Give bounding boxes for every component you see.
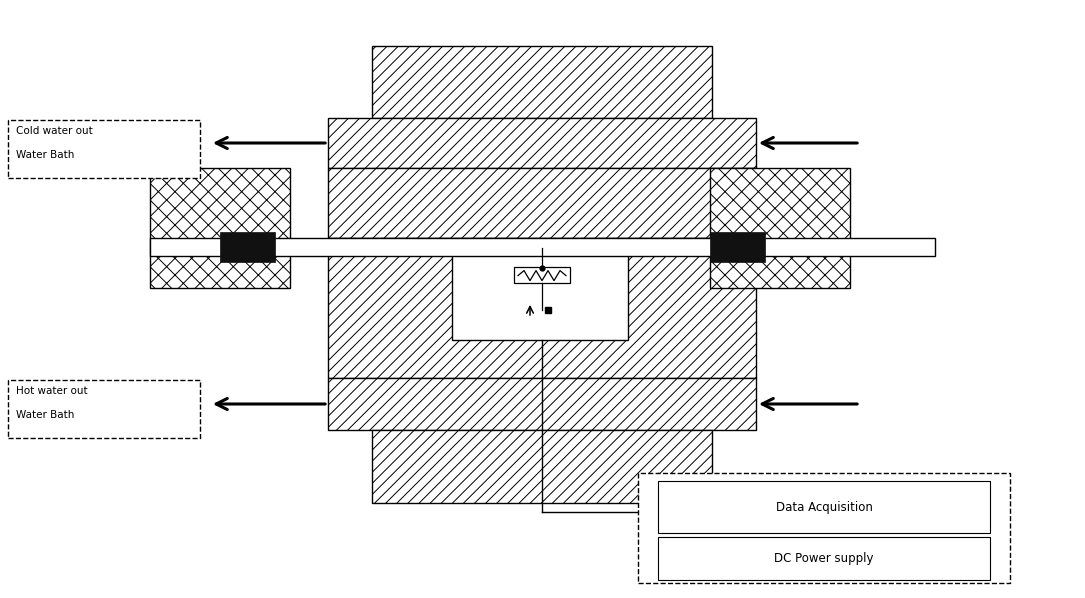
Bar [658,481,990,533]
Text: Water Bath: Water Bath [16,150,75,160]
Bar [452,248,628,340]
Bar [328,118,756,168]
FancyBboxPatch shape [638,473,1010,583]
Text: Cold water out: Cold water out [16,126,92,136]
Bar [710,168,850,288]
FancyBboxPatch shape [8,380,200,438]
Text: Data Acquisition: Data Acquisition [776,501,872,514]
Bar [372,430,712,503]
Bar [710,232,765,262]
Bar [514,267,570,283]
Bar [150,238,935,256]
Bar [328,378,756,430]
Bar [328,238,756,378]
Bar [150,168,290,288]
Text: Hot water out: Hot water out [16,386,88,396]
Bar [372,46,712,118]
Bar [658,537,990,580]
Text: DC Power supply: DC Power supply [775,552,873,565]
Text: Water Bath: Water Bath [16,410,75,420]
Bar [328,168,756,238]
Bar [220,232,275,262]
FancyBboxPatch shape [8,120,200,178]
